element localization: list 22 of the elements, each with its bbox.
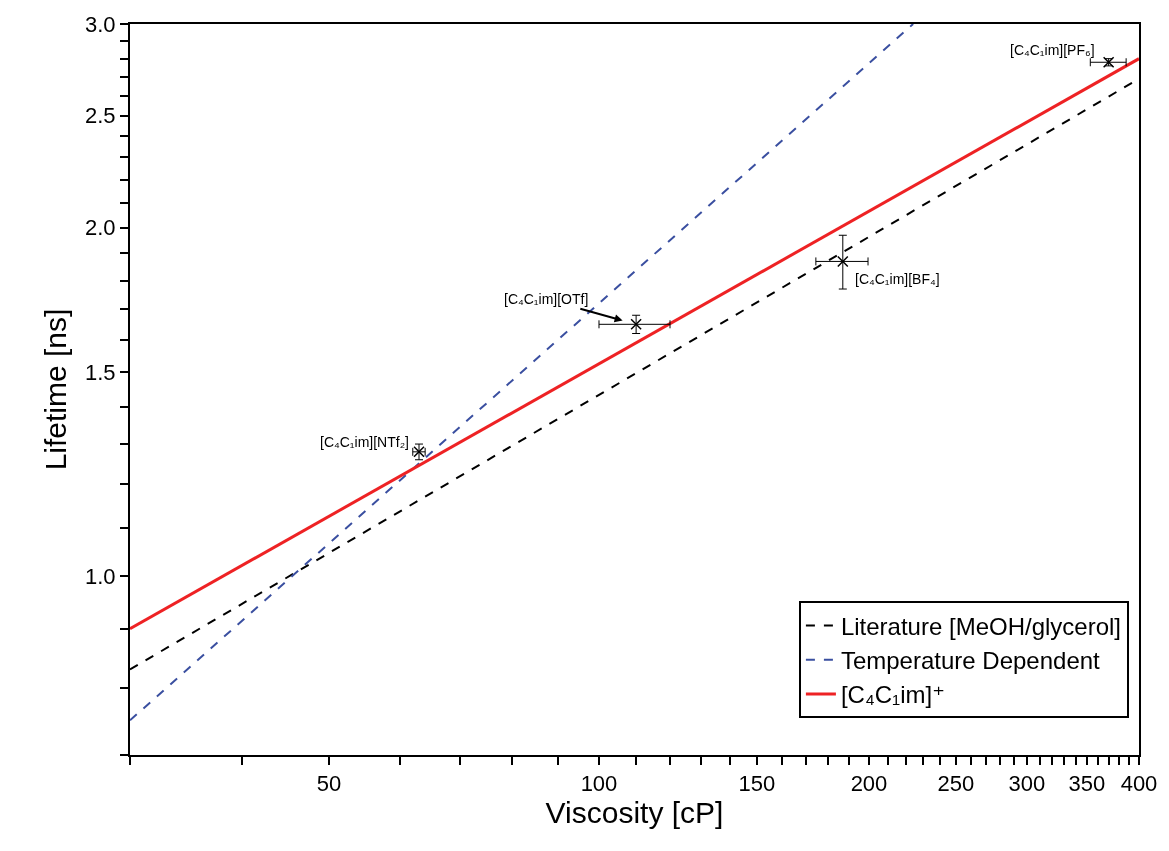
- legend-label: [C₄C₁im]⁺: [840, 681, 945, 709]
- legend-label: Temperature Dependent: [840, 647, 1101, 675]
- annotation: [C₄C₁im][NTf₂]: [320, 434, 409, 450]
- x-tick-label: 100: [580, 771, 618, 797]
- x-tick-label: 400: [1120, 771, 1158, 797]
- annotation: [C₄C₁im][OTf]: [504, 291, 589, 307]
- y-tick-label: 1.5: [85, 359, 116, 385]
- x-tick-label: 350: [1068, 771, 1106, 797]
- x-axis-title: Viscosity [cP]: [545, 796, 724, 830]
- x-tick-label: 50: [316, 771, 342, 797]
- y-axis-title: Lifetime [ns]: [38, 308, 72, 471]
- y-tick-label: 2.0: [85, 215, 116, 241]
- x-tick-label: 150: [738, 771, 776, 797]
- annotation: [C₄C₁im][BF₄]: [855, 271, 940, 287]
- annotation: [C₄C₁im][PF₆]: [1010, 42, 1095, 58]
- x-tick-label: 200: [850, 771, 888, 797]
- y-tick-label: 3.0: [85, 11, 116, 37]
- y-tick-label: 2.5: [85, 103, 116, 129]
- x-tick-label: 300: [1008, 771, 1046, 797]
- y-tick-label: 1.0: [85, 563, 116, 589]
- x-tick-label: 250: [937, 771, 975, 797]
- legend-label: Literature [MeOH/glycerol]: [840, 612, 1122, 640]
